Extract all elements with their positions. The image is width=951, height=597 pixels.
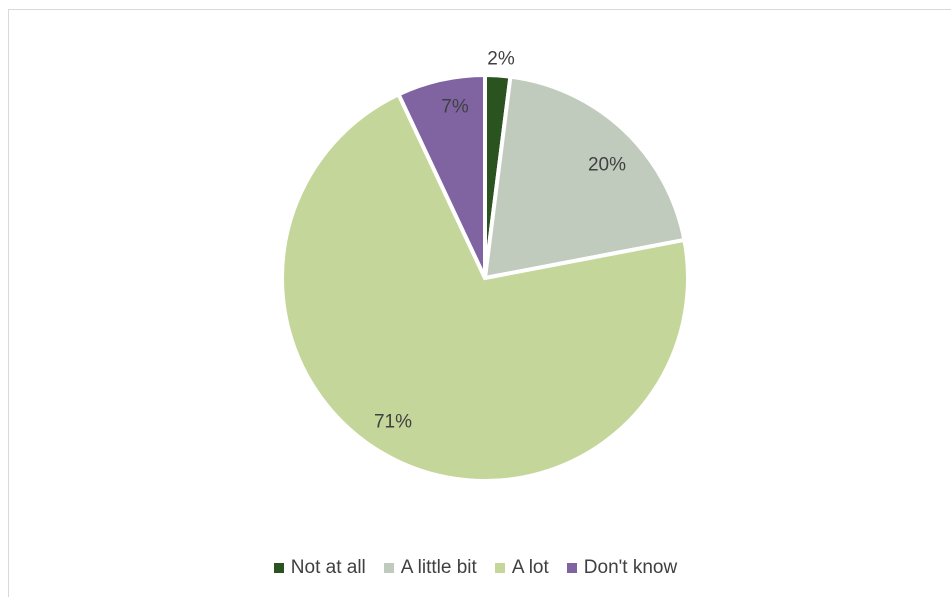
legend-label-a-lot: A lot bbox=[511, 557, 549, 578]
legend-item-don-t-know: Don't know bbox=[566, 557, 678, 579]
legend-swatch-a-lot bbox=[494, 563, 505, 573]
legend-item-not-at-all: Not at all bbox=[273, 557, 366, 579]
pie-data-labels: 2% 20% 71% 7% bbox=[374, 49, 626, 433]
legend-label-a-little-bit: A little bit bbox=[400, 557, 477, 578]
data-label-a-lot: 71% bbox=[374, 412, 412, 433]
data-label-not-at-all: 2% bbox=[487, 49, 515, 70]
pie-slice-a-little-bit bbox=[482, 74, 687, 281]
pie-slice-a-lot bbox=[280, 91, 690, 483]
legend-swatch-don-t-know bbox=[566, 563, 577, 573]
legend-item-a-little-bit: A little bit bbox=[383, 557, 477, 579]
legend-swatch-a-little-bit bbox=[383, 563, 394, 573]
legend-swatch-not-at-all bbox=[273, 563, 284, 573]
legend-label-not-at-all: Not at all bbox=[290, 557, 366, 578]
pie-slices bbox=[280, 72, 690, 483]
legend-item-a-lot: A lot bbox=[494, 557, 549, 579]
legend: Not at all A little bit A lot Don't know bbox=[0, 557, 951, 579]
pie-slice-don-t-know bbox=[395, 72, 487, 279]
data-label-a-little-bit: 20% bbox=[588, 155, 626, 176]
legend-label-don-t-know: Don't know bbox=[583, 557, 678, 578]
data-label-don-t-know: 7% bbox=[441, 97, 469, 118]
